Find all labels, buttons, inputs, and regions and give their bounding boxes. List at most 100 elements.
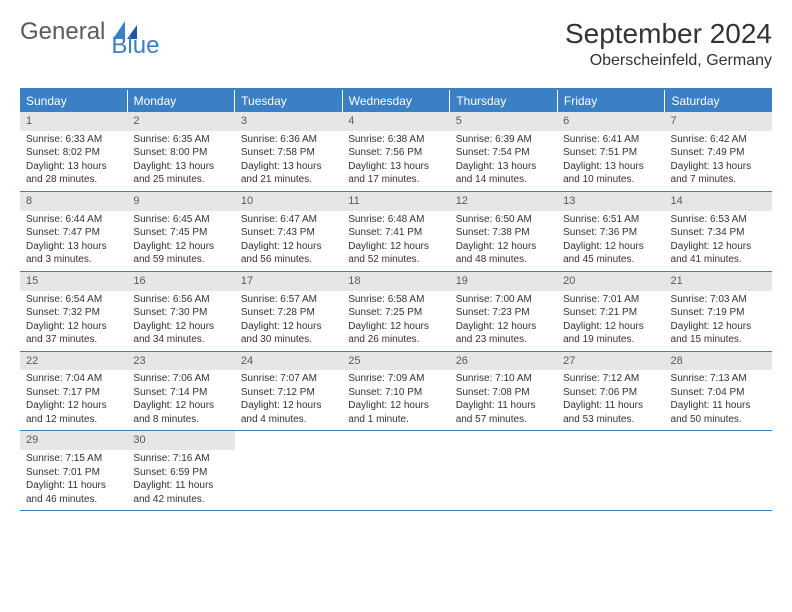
daylight-line: Daylight: 12 hours	[133, 320, 228, 334]
day-number: 27	[557, 352, 664, 371]
day-number: 26	[450, 352, 557, 371]
sunrise-line: Sunrise: 6:35 AM	[133, 133, 228, 147]
daylight-line: Daylight: 13 hours	[671, 160, 766, 174]
day-number: 3	[235, 112, 342, 131]
location: Oberscheinfeld, Germany	[565, 52, 772, 70]
day-cell: 19Sunrise: 7:00 AMSunset: 7:23 PMDayligh…	[450, 272, 557, 351]
daylight-line: Daylight: 12 hours	[671, 320, 766, 334]
day-cell: 23Sunrise: 7:06 AMSunset: 7:14 PMDayligh…	[127, 352, 234, 431]
daylight-line-2: and 50 minutes.	[671, 413, 766, 427]
sunrise-line: Sunrise: 7:10 AM	[456, 372, 551, 386]
day-body: Sunrise: 7:03 AMSunset: 7:19 PMDaylight:…	[665, 291, 772, 351]
sunrise-line: Sunrise: 6:51 AM	[563, 213, 658, 227]
sunset-line: Sunset: 7:41 PM	[348, 226, 443, 240]
daylight-line-2: and 25 minutes.	[133, 173, 228, 187]
day-body: Sunrise: 6:56 AMSunset: 7:30 PMDaylight:…	[127, 291, 234, 351]
daylight-line: Daylight: 12 hours	[348, 399, 443, 413]
sunrise-line: Sunrise: 7:04 AM	[26, 372, 121, 386]
daylight-line: Daylight: 12 hours	[241, 399, 336, 413]
daylight-line: Daylight: 11 hours	[563, 399, 658, 413]
day-body: Sunrise: 7:07 AMSunset: 7:12 PMDaylight:…	[235, 370, 342, 430]
day-number: 9	[127, 192, 234, 211]
day-body: Sunrise: 7:16 AMSunset: 6:59 PMDaylight:…	[127, 450, 234, 510]
day-body: Sunrise: 6:54 AMSunset: 7:32 PMDaylight:…	[20, 291, 127, 351]
daylight-line: Daylight: 13 hours	[241, 160, 336, 174]
sunset-line: Sunset: 7:01 PM	[26, 466, 121, 480]
daylight-line: Daylight: 12 hours	[348, 320, 443, 334]
daylight-line-2: and 4 minutes.	[241, 413, 336, 427]
day-body: Sunrise: 6:50 AMSunset: 7:38 PMDaylight:…	[450, 211, 557, 271]
weekday-header: Monday	[128, 90, 236, 112]
sunrise-line: Sunrise: 6:53 AM	[671, 213, 766, 227]
daylight-line-2: and 48 minutes.	[456, 253, 551, 267]
day-cell: 11Sunrise: 6:48 AMSunset: 7:41 PMDayligh…	[342, 192, 449, 271]
day-cell: 26Sunrise: 7:10 AMSunset: 7:08 PMDayligh…	[450, 352, 557, 431]
daylight-line: Daylight: 13 hours	[26, 240, 121, 254]
day-cell: 27Sunrise: 7:12 AMSunset: 7:06 PMDayligh…	[557, 352, 664, 431]
daylight-line-2: and 56 minutes.	[241, 253, 336, 267]
sunset-line: Sunset: 7:08 PM	[456, 386, 551, 400]
calendar: SundayMondayTuesdayWednesdayThursdayFrid…	[20, 88, 772, 511]
day-number: 1	[20, 112, 127, 131]
sunrise-line: Sunrise: 6:36 AM	[241, 133, 336, 147]
day-cell: 18Sunrise: 6:58 AMSunset: 7:25 PMDayligh…	[342, 272, 449, 351]
day-body: Sunrise: 6:48 AMSunset: 7:41 PMDaylight:…	[342, 211, 449, 271]
day-cell	[235, 431, 342, 510]
weekday-header: Wednesday	[343, 90, 451, 112]
daylight-line-2: and 37 minutes.	[26, 333, 121, 347]
day-number: 14	[665, 192, 772, 211]
sunset-line: Sunset: 7:25 PM	[348, 306, 443, 320]
daylight-line: Daylight: 12 hours	[241, 240, 336, 254]
month-title: September 2024	[565, 18, 772, 50]
sunrise-line: Sunrise: 6:41 AM	[563, 133, 658, 147]
sunset-line: Sunset: 7:14 PM	[133, 386, 228, 400]
day-cell: 4Sunrise: 6:38 AMSunset: 7:56 PMDaylight…	[342, 112, 449, 191]
sunset-line: Sunset: 7:54 PM	[456, 146, 551, 160]
day-cell: 22Sunrise: 7:04 AMSunset: 7:17 PMDayligh…	[20, 352, 127, 431]
day-number: 4	[342, 112, 449, 131]
day-cell: 6Sunrise: 6:41 AMSunset: 7:51 PMDaylight…	[557, 112, 664, 191]
day-body: Sunrise: 6:33 AMSunset: 8:02 PMDaylight:…	[20, 131, 127, 191]
daylight-line: Daylight: 12 hours	[456, 320, 551, 334]
day-body: Sunrise: 6:57 AMSunset: 7:28 PMDaylight:…	[235, 291, 342, 351]
day-number: 19	[450, 272, 557, 291]
day-body: Sunrise: 6:42 AMSunset: 7:49 PMDaylight:…	[665, 131, 772, 191]
day-number: 16	[127, 272, 234, 291]
daylight-line-2: and 42 minutes.	[133, 493, 228, 507]
daylight-line-2: and 17 minutes.	[348, 173, 443, 187]
sunrise-line: Sunrise: 6:56 AM	[133, 293, 228, 307]
sunrise-line: Sunrise: 6:42 AM	[671, 133, 766, 147]
day-body: Sunrise: 6:47 AMSunset: 7:43 PMDaylight:…	[235, 211, 342, 271]
sunset-line: Sunset: 7:51 PM	[563, 146, 658, 160]
daylight-line: Daylight: 13 hours	[348, 160, 443, 174]
day-body: Sunrise: 6:36 AMSunset: 7:58 PMDaylight:…	[235, 131, 342, 191]
sunrise-line: Sunrise: 6:58 AM	[348, 293, 443, 307]
day-cell: 28Sunrise: 7:13 AMSunset: 7:04 PMDayligh…	[665, 352, 772, 431]
sunrise-line: Sunrise: 7:00 AM	[456, 293, 551, 307]
sunrise-line: Sunrise: 6:47 AM	[241, 213, 336, 227]
week-row: 22Sunrise: 7:04 AMSunset: 7:17 PMDayligh…	[20, 352, 772, 432]
day-cell: 20Sunrise: 7:01 AMSunset: 7:21 PMDayligh…	[557, 272, 664, 351]
daylight-line-2: and 1 minute.	[348, 413, 443, 427]
day-cell: 2Sunrise: 6:35 AMSunset: 8:00 PMDaylight…	[127, 112, 234, 191]
sunset-line: Sunset: 7:19 PM	[671, 306, 766, 320]
day-cell: 8Sunrise: 6:44 AMSunset: 7:47 PMDaylight…	[20, 192, 127, 271]
daylight-line: Daylight: 12 hours	[133, 240, 228, 254]
daylight-line: Daylight: 11 hours	[456, 399, 551, 413]
sunrise-line: Sunrise: 6:39 AM	[456, 133, 551, 147]
day-number: 28	[665, 352, 772, 371]
day-cell: 13Sunrise: 6:51 AMSunset: 7:36 PMDayligh…	[557, 192, 664, 271]
daylight-line-2: and 28 minutes.	[26, 173, 121, 187]
day-cell: 25Sunrise: 7:09 AMSunset: 7:10 PMDayligh…	[342, 352, 449, 431]
sunset-line: Sunset: 7:21 PM	[563, 306, 658, 320]
sunrise-line: Sunrise: 6:50 AM	[456, 213, 551, 227]
day-body: Sunrise: 7:15 AMSunset: 7:01 PMDaylight:…	[20, 450, 127, 510]
day-cell: 21Sunrise: 7:03 AMSunset: 7:19 PMDayligh…	[665, 272, 772, 351]
daylight-line: Daylight: 12 hours	[348, 240, 443, 254]
day-number: 6	[557, 112, 664, 131]
sunrise-line: Sunrise: 6:33 AM	[26, 133, 121, 147]
day-body: Sunrise: 6:41 AMSunset: 7:51 PMDaylight:…	[557, 131, 664, 191]
sunrise-line: Sunrise: 6:45 AM	[133, 213, 228, 227]
day-number: 8	[20, 192, 127, 211]
day-body: Sunrise: 6:45 AMSunset: 7:45 PMDaylight:…	[127, 211, 234, 271]
